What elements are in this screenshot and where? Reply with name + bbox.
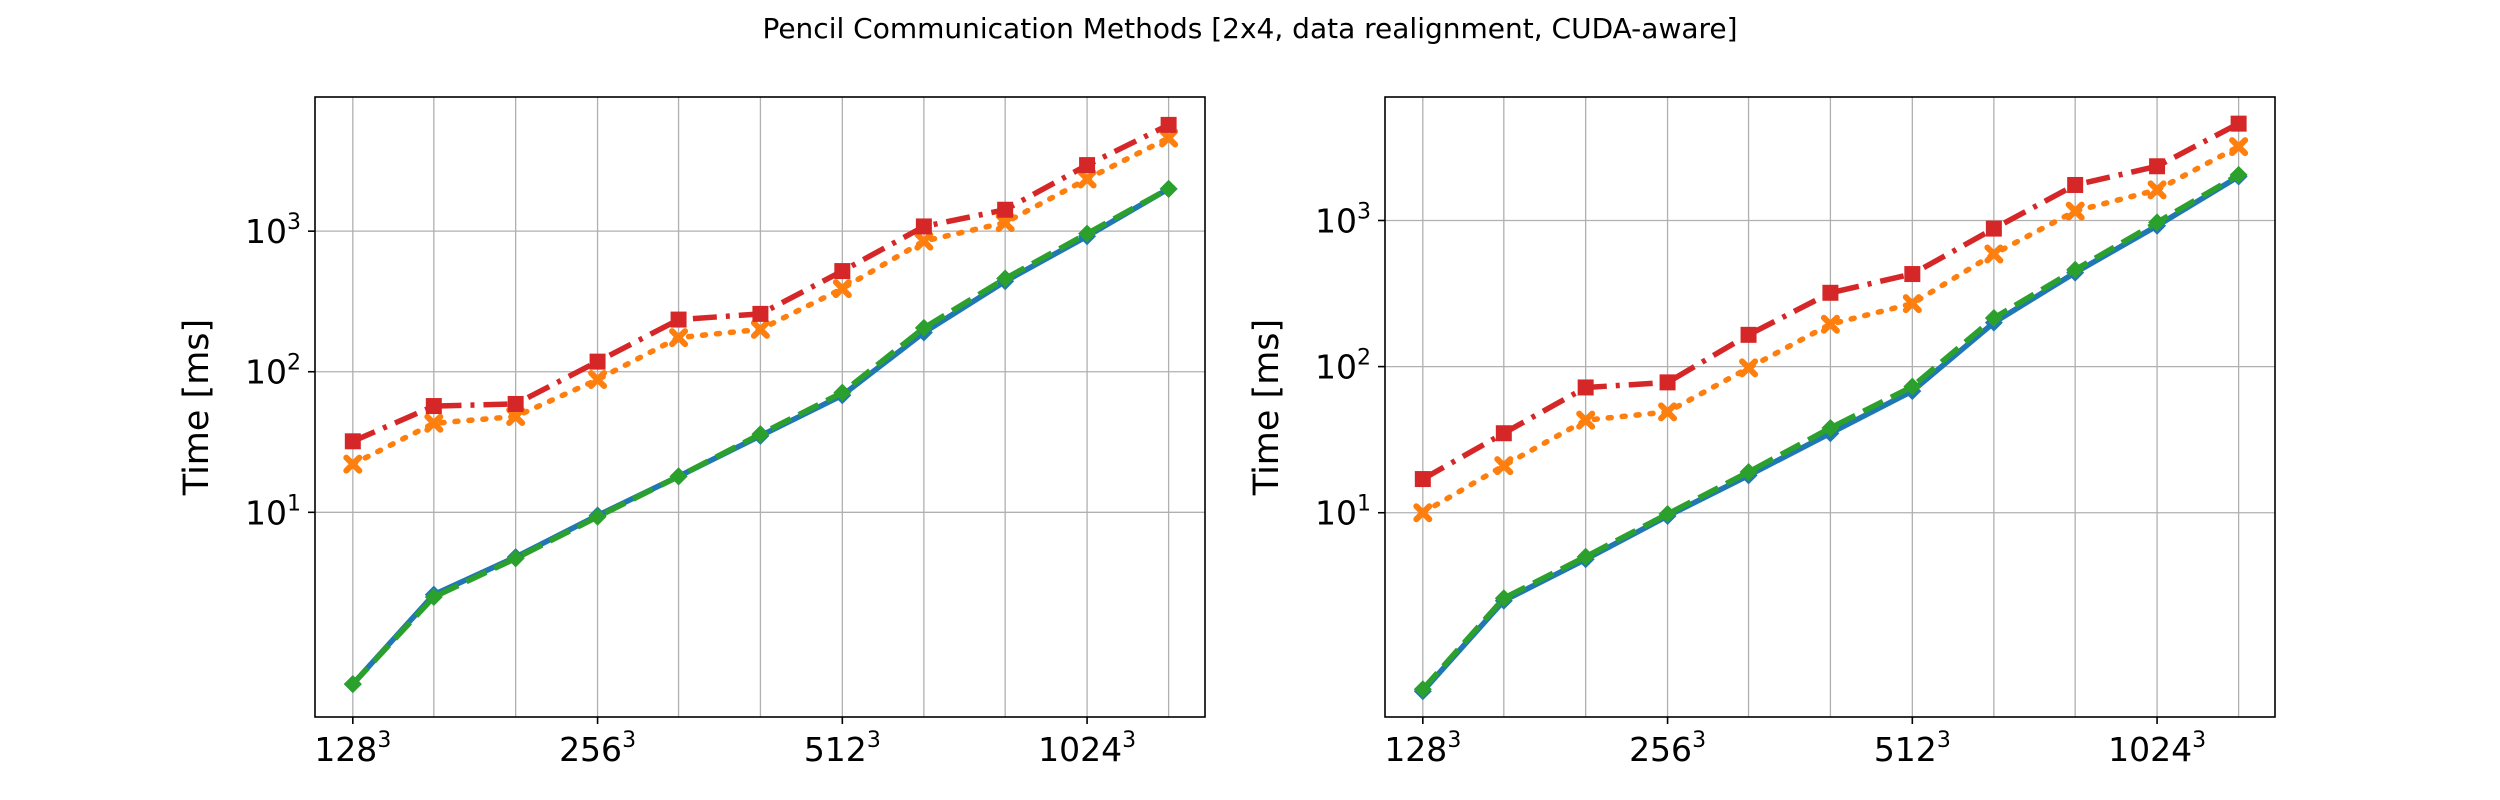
data-point — [1822, 284, 1839, 301]
y-tick-label: 101 — [1315, 492, 1371, 533]
data-point — [996, 269, 1015, 288]
data-point — [1414, 471, 1431, 488]
figure-title: Pencil Communication Methods [2x4, data … — [762, 12, 1737, 45]
data-point — [1159, 179, 1178, 198]
data-point — [1495, 425, 1512, 442]
data-point — [1904, 266, 1921, 283]
series-line-1 — [1420, 143, 2242, 516]
plot-left: 1283 2563 5123 10243 101 102 103 Time [ms] — [177, 96, 1206, 769]
data-point — [2147, 180, 2167, 200]
data-point — [1739, 358, 1759, 378]
data-point — [997, 201, 1014, 218]
data-point — [1740, 326, 1757, 343]
series-line-2 — [1420, 172, 2240, 692]
data-point — [2066, 260, 2085, 279]
data-point — [424, 413, 444, 433]
data-point — [588, 507, 607, 526]
data-point — [1159, 128, 1179, 148]
data-point — [1494, 456, 1514, 476]
data-point — [1494, 589, 1513, 608]
data-point — [506, 407, 526, 427]
y-tick-label: 103 — [1315, 199, 1371, 240]
data-point — [752, 305, 769, 322]
data-point — [1077, 169, 1097, 189]
data-point — [589, 353, 606, 370]
x-tick-label: 10243 — [1038, 728, 1136, 769]
data-point — [507, 395, 524, 412]
y-tick-label: 102 — [245, 351, 301, 392]
data-point — [669, 467, 688, 486]
data-point — [2149, 158, 2166, 175]
data-point — [751, 425, 770, 444]
y-axis-label: Time [ms] — [1247, 319, 1287, 496]
data-point — [1078, 224, 1097, 243]
data-point — [914, 318, 933, 337]
data-point — [588, 370, 608, 390]
plot-frame — [1384, 96, 2276, 718]
data-point — [1658, 402, 1678, 422]
y-tick-label: 102 — [1315, 346, 1371, 387]
data-point — [915, 218, 932, 235]
series-line-3 — [1421, 121, 2240, 482]
data-point — [669, 328, 689, 348]
data-point — [1576, 410, 1596, 430]
data-point — [1984, 309, 2003, 328]
y-axis-label: Time [ms] — [177, 319, 217, 496]
plot-frame — [314, 96, 1206, 718]
data-point — [1820, 314, 1840, 334]
x-tick-label: 1283 — [1384, 728, 1461, 769]
data-point — [914, 231, 934, 251]
data-point — [1739, 462, 1758, 481]
plot-right: 1283 2563 5123 10243 101 102 103 Time [ms] — [1247, 96, 2276, 769]
x-tick-label: 2563 — [1629, 728, 1706, 769]
data-point — [995, 213, 1015, 233]
data-point — [670, 311, 687, 328]
data-point — [1160, 116, 1177, 133]
data-point — [343, 675, 362, 694]
data-point — [1577, 379, 1594, 396]
data-point — [344, 433, 361, 450]
x-tick-label: 5123 — [1874, 728, 1951, 769]
data-point — [834, 263, 851, 280]
x-tick-label: 1283 — [314, 728, 391, 769]
data-point — [425, 398, 442, 415]
y-tick-label: 103 — [245, 210, 301, 251]
data-point — [750, 319, 770, 339]
data-point — [343, 454, 363, 474]
data-point — [1413, 503, 1433, 523]
data-point — [424, 587, 443, 606]
data-point — [2067, 176, 2084, 193]
data-point — [1821, 419, 1840, 438]
data-point — [833, 383, 852, 402]
x-tick-label: 2563 — [559, 728, 636, 769]
data-point — [2065, 201, 2085, 221]
data-point — [1659, 374, 1676, 391]
data-point — [1079, 157, 1096, 174]
data-point — [2148, 213, 2167, 232]
data-point — [2229, 137, 2249, 157]
data-point — [1903, 377, 1922, 396]
data-point — [1658, 505, 1677, 524]
x-tick-label: 5123 — [804, 728, 881, 769]
data-point — [1985, 220, 2002, 237]
data-point — [1413, 680, 1432, 699]
data-point — [506, 549, 525, 568]
data-point — [2230, 115, 2247, 132]
data-point — [1576, 547, 1595, 566]
data-point — [832, 279, 852, 299]
data-point — [1984, 244, 2004, 264]
data-point — [1902, 294, 1922, 314]
x-tick-label: 10243 — [2108, 728, 2206, 769]
y-tick-label: 101 — [245, 491, 301, 532]
data-point — [2229, 165, 2248, 184]
